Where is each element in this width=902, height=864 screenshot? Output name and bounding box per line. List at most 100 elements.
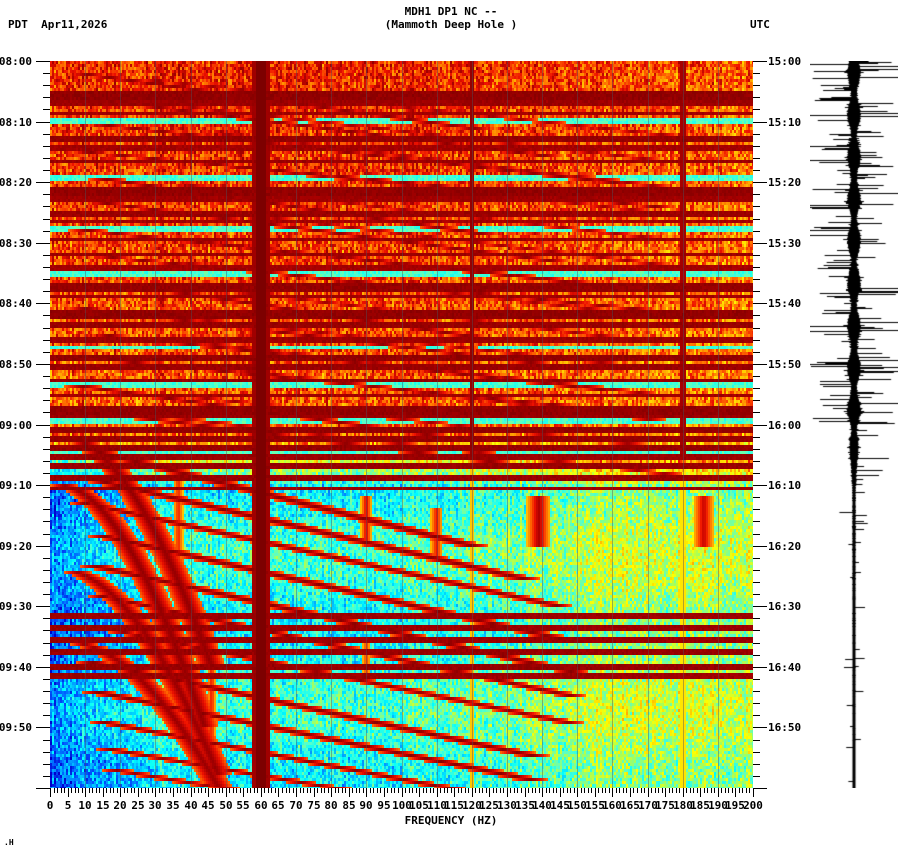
freq-tick-minor — [535, 788, 536, 793]
time-tick-minor — [43, 691, 50, 692]
freq-tick-major — [437, 788, 438, 797]
freq-tick-minor — [300, 788, 301, 793]
freq-tick-minor — [746, 788, 747, 793]
freq-tick-minor — [521, 788, 522, 793]
freq-tick-major — [542, 788, 543, 797]
time-tick-minor — [753, 206, 760, 207]
freq-tick-minor — [697, 788, 698, 793]
time-label-utc: 16:40 — [768, 661, 802, 674]
freq-tick-minor — [127, 788, 128, 793]
time-label-utc: 15:20 — [768, 176, 802, 189]
time-tick-minor — [43, 703, 50, 704]
time-tick-minor — [43, 109, 50, 110]
freq-tick-minor — [553, 788, 554, 793]
freq-tick-minor — [517, 788, 518, 793]
time-tick-minor — [753, 715, 760, 716]
time-tick-minor — [753, 291, 760, 292]
freq-tick-minor — [96, 788, 97, 793]
time-tick-minor — [753, 473, 760, 474]
time-label-pdt: 09:00 — [0, 419, 32, 432]
freq-tick-minor — [317, 788, 318, 793]
freq-tick-minor — [686, 788, 687, 793]
freq-tick-minor — [293, 788, 294, 793]
freq-tick-minor — [177, 788, 178, 793]
freq-tick-minor — [728, 788, 729, 793]
time-tick-minor — [43, 146, 50, 147]
freq-tick-minor — [166, 788, 167, 793]
freq-label: 85 — [342, 799, 356, 812]
freq-tick-minor — [669, 788, 670, 793]
freq-tick-minor — [500, 788, 501, 793]
freq-tick-major — [243, 788, 244, 797]
freq-label: 105 — [409, 799, 429, 812]
freq-tick-minor — [236, 788, 237, 793]
time-tick-minor — [753, 73, 760, 74]
freq-label: 150 — [567, 799, 587, 812]
time-tick-minor — [753, 618, 760, 619]
freq-tick-minor — [75, 788, 76, 793]
time-tick-minor — [753, 85, 760, 86]
time-tick-major — [753, 364, 767, 365]
time-label-utc: 15:30 — [768, 237, 802, 250]
freq-tick-major — [50, 788, 51, 797]
freq-tick-minor — [609, 788, 610, 793]
freq-tick-minor — [493, 788, 494, 793]
freq-tick-minor — [275, 788, 276, 793]
freq-label: 145 — [550, 799, 570, 812]
freq-tick-major — [331, 788, 332, 797]
time-tick-minor — [43, 279, 50, 280]
freq-tick-minor — [324, 788, 325, 793]
freq-tick-minor — [440, 788, 441, 793]
freq-label: 130 — [497, 799, 517, 812]
freq-tick-major — [454, 788, 455, 797]
seismogram-canvas — [810, 61, 898, 788]
header-timezone-left: PDT — [8, 18, 28, 31]
freq-tick-minor — [222, 788, 223, 793]
time-tick-minor — [753, 449, 760, 450]
freq-tick-major — [507, 788, 508, 797]
freq-tick-minor — [563, 788, 564, 793]
freq-tick-minor — [732, 788, 733, 793]
freq-tick-minor — [405, 788, 406, 793]
time-tick-minor — [43, 776, 50, 777]
time-tick-minor — [43, 764, 50, 765]
time-tick-major — [753, 243, 767, 244]
freq-tick-minor — [749, 788, 750, 793]
time-tick-minor — [753, 279, 760, 280]
freq-label: 135 — [515, 799, 535, 812]
time-tick-minor — [753, 752, 760, 753]
freq-tick-minor — [676, 788, 677, 793]
freq-tick-major — [173, 788, 174, 797]
freq-label: 140 — [532, 799, 552, 812]
time-axis-utc — [753, 61, 767, 789]
freq-tick-minor — [662, 788, 663, 793]
time-tick-minor — [43, 740, 50, 741]
time-tick-minor — [753, 594, 760, 595]
freq-tick-minor — [61, 788, 62, 793]
freq-tick-minor — [679, 788, 680, 793]
freq-tick-major — [489, 788, 490, 797]
time-tick-minor — [43, 679, 50, 680]
time-tick-minor — [753, 352, 760, 353]
time-label-pdt: 08:00 — [0, 55, 32, 68]
freq-label: 0 — [46, 799, 54, 812]
freq-label: 155 — [585, 799, 605, 812]
time-tick-minor — [43, 630, 50, 631]
freq-tick-minor — [247, 788, 248, 793]
time-tick-minor — [43, 158, 50, 159]
time-tick-minor — [753, 267, 760, 268]
freq-tick-minor — [528, 788, 529, 793]
frequency-axis-title: FREQUENCY (HZ) — [404, 814, 498, 827]
freq-tick-minor — [398, 788, 399, 793]
page-subtitle: (Mammoth Deep Hole ) — [384, 18, 518, 31]
freq-tick-major — [560, 788, 561, 797]
time-tick-major — [36, 606, 50, 607]
time-tick-minor — [43, 643, 50, 644]
time-tick-minor — [43, 509, 50, 510]
time-tick-minor — [43, 618, 50, 619]
freq-tick-minor — [148, 788, 149, 793]
time-tick-minor — [43, 170, 50, 171]
time-label-utc: 15:50 — [768, 358, 802, 371]
freq-tick-major — [278, 788, 279, 797]
time-tick-major — [753, 122, 767, 123]
